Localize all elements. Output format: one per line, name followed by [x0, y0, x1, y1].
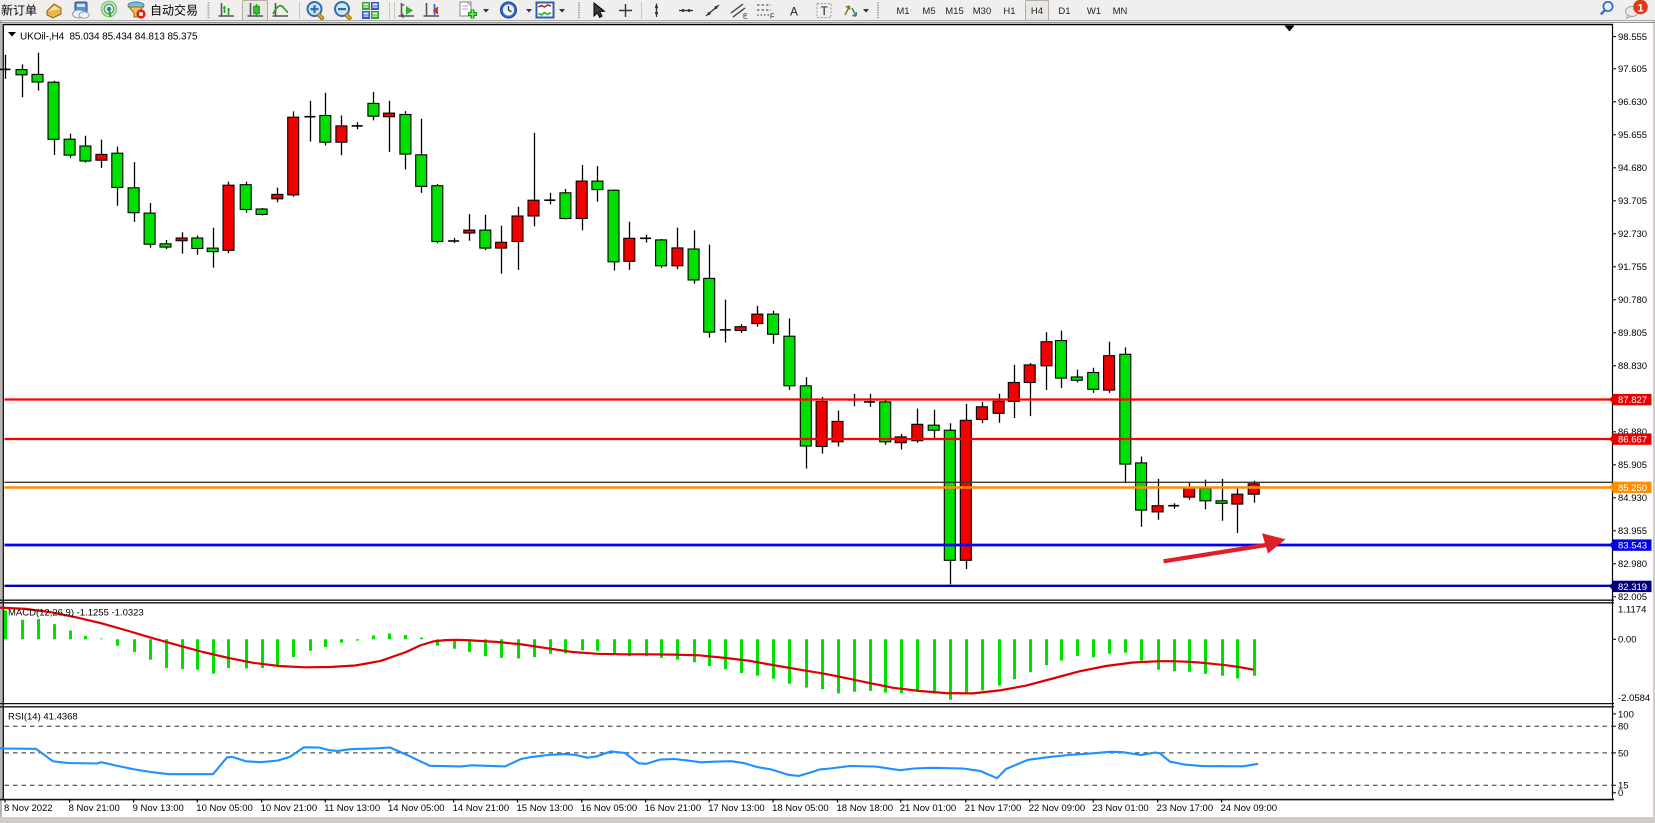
- svg-text:93.705: 93.705: [1618, 196, 1647, 207]
- svg-text:M15: M15: [945, 6, 963, 17]
- svg-text:23 Nov 17:00: 23 Nov 17:00: [1157, 803, 1214, 814]
- svg-text:10 Nov 05:00: 10 Nov 05:00: [196, 803, 253, 814]
- svg-text:80: 80: [1618, 722, 1629, 733]
- svg-text:82.005: 82.005: [1618, 592, 1647, 603]
- svg-text:9 Nov 13:00: 9 Nov 13:00: [133, 803, 184, 814]
- svg-text:21 Nov 17:00: 21 Nov 17:00: [965, 803, 1022, 814]
- svg-text:87.827: 87.827: [1618, 395, 1647, 406]
- svg-text:11 Nov 13:00: 11 Nov 13:00: [324, 803, 380, 814]
- svg-text:15 Nov 13:00: 15 Nov 13:00: [517, 803, 574, 814]
- svg-text:14 Nov 21:00: 14 Nov 21:00: [453, 803, 510, 814]
- svg-text:17 Nov 13:00: 17 Nov 13:00: [708, 803, 765, 814]
- svg-text:91.755: 91.755: [1618, 262, 1647, 273]
- svg-text:自动交易: 自动交易: [150, 3, 198, 18]
- svg-text:MACD(12,26,9) -1.1255 -1.0323: MACD(12,26,9) -1.1255 -1.0323: [8, 607, 144, 618]
- svg-text:8 Nov 21:00: 8 Nov 21:00: [69, 803, 120, 814]
- svg-text:H1: H1: [1003, 6, 1015, 17]
- svg-text:96.630: 96.630: [1618, 97, 1647, 108]
- svg-text:89.805: 89.805: [1618, 328, 1647, 339]
- svg-text:95.655: 95.655: [1618, 130, 1647, 141]
- svg-text:16 Nov 05:00: 16 Nov 05:00: [581, 803, 638, 814]
- svg-text:94.680: 94.680: [1618, 163, 1647, 174]
- svg-text:18 Nov 18:00: 18 Nov 18:00: [837, 803, 894, 814]
- svg-text:22 Nov 09:00: 22 Nov 09:00: [1029, 803, 1086, 814]
- svg-text:D1: D1: [1058, 6, 1070, 17]
- svg-text:83.955: 83.955: [1618, 526, 1647, 537]
- svg-text:W1: W1: [1087, 6, 1101, 17]
- svg-text:86.667: 86.667: [1618, 435, 1647, 446]
- svg-text:84.930: 84.930: [1618, 493, 1647, 504]
- svg-text:85.905: 85.905: [1618, 460, 1647, 471]
- svg-text:15: 15: [1618, 781, 1629, 792]
- svg-text:RSI(14) 41.4368: RSI(14) 41.4368: [8, 711, 78, 722]
- svg-text:8 Nov 2022: 8 Nov 2022: [4, 803, 53, 814]
- svg-text:50: 50: [1618, 748, 1629, 759]
- svg-text:M5: M5: [922, 6, 935, 17]
- svg-text:UKOil-,H4 85.034 85.434 84.81: UKOil-,H4 85.034 85.434 84.813 85.375: [20, 32, 198, 43]
- svg-text:-2.0584: -2.0584: [1618, 693, 1650, 704]
- svg-text:1: 1: [1637, 2, 1643, 14]
- svg-text:E: E: [743, 14, 748, 21]
- svg-text:85.250: 85.250: [1618, 483, 1647, 494]
- svg-text:82.319: 82.319: [1618, 582, 1647, 593]
- svg-text:M1: M1: [896, 6, 909, 17]
- svg-text:新订单: 新订单: [1, 3, 37, 18]
- svg-text:1.1174: 1.1174: [1618, 605, 1646, 616]
- svg-text:0: 0: [1618, 788, 1623, 799]
- svg-text:92.730: 92.730: [1618, 229, 1647, 240]
- svg-text:F: F: [770, 14, 774, 21]
- svg-text:86.880: 86.880: [1618, 427, 1647, 438]
- svg-text:97.605: 97.605: [1618, 64, 1647, 75]
- svg-text:T: T: [821, 4, 829, 18]
- svg-text:10 Nov 21:00: 10 Nov 21:00: [261, 803, 318, 814]
- svg-text:H4: H4: [1031, 6, 1043, 17]
- svg-text:24 Nov 09:00: 24 Nov 09:00: [1221, 803, 1278, 814]
- svg-text:16 Nov 21:00: 16 Nov 21:00: [645, 803, 702, 814]
- svg-text:90.780: 90.780: [1618, 295, 1647, 306]
- svg-text:88.830: 88.830: [1618, 361, 1647, 372]
- svg-text:83.543: 83.543: [1618, 541, 1647, 552]
- svg-text:82.980: 82.980: [1618, 559, 1647, 570]
- svg-text:23 Nov 01:00: 23 Nov 01:00: [1092, 803, 1149, 814]
- svg-text:MN: MN: [1113, 6, 1128, 17]
- svg-text:98.555: 98.555: [1618, 32, 1647, 43]
- svg-text:0.00: 0.00: [1618, 635, 1637, 646]
- svg-text:M30: M30: [973, 6, 991, 17]
- svg-text:14 Nov 05:00: 14 Nov 05:00: [388, 803, 445, 814]
- svg-text:100: 100: [1618, 709, 1634, 720]
- svg-text:21 Nov 01:00: 21 Nov 01:00: [900, 803, 957, 814]
- svg-text:18 Nov 05:00: 18 Nov 05:00: [772, 803, 829, 814]
- svg-text:A: A: [790, 5, 798, 19]
